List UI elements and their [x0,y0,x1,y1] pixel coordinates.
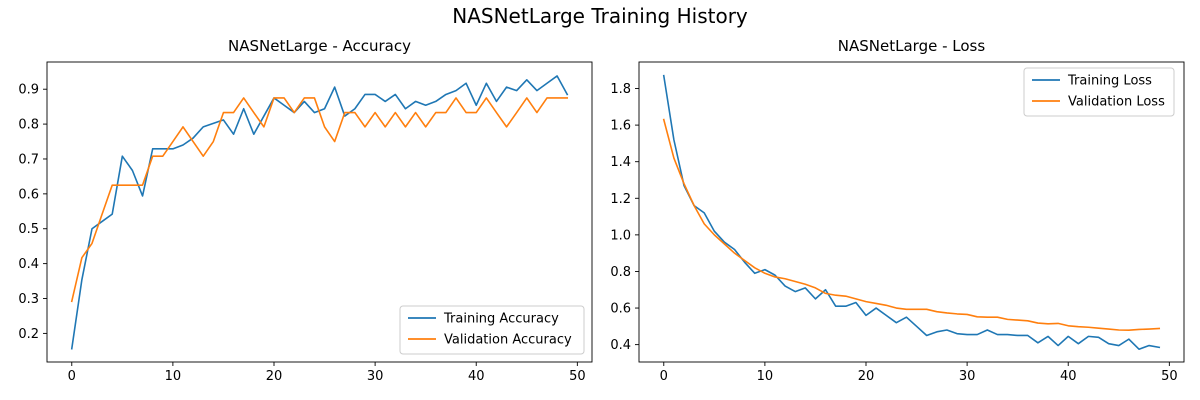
loss-legend-label: Validation Loss [1068,95,1165,110]
accuracy-x-tick-label: 0 [68,369,76,384]
accuracy-y-tick-label: 0.8 [18,118,39,133]
loss-y-tick-label: 1.6 [610,119,631,134]
loss-chart: NASNetLarge - Loss 0 10 20 30 40 50 0.4 0.6 0.8 1… [610,37,1185,384]
accuracy-legend-label: Validation Accuracy [444,333,572,348]
accuracy-plot-frame [46,61,593,363]
accuracy-y-tick-label: 0.6 [18,187,39,202]
loss-x-tick-label: 10 [757,369,774,384]
accuracy-chart: NASNetLarge - Accuracy 0 10 20 30 40 50 0.2 0.3… [18,37,593,384]
loss-legend: Training Loss Validation Loss [1023,67,1175,117]
accuracy-x-tick-label: 50 [569,369,586,384]
accuracy-y-tick-label: 0.3 [18,292,39,307]
loss-plot-frame [638,61,1185,363]
accuracy-y-tick-label: 0.2 [18,327,39,342]
accuracy-x-tick-label: 20 [266,369,283,384]
loss-y-tick-label: 1.0 [610,228,631,243]
loss-x-tick-label: 20 [858,369,875,384]
accuracy-legend-frame [399,305,585,355]
accuracy-x-tick-label: 10 [165,369,182,384]
loss-x-tick-label: 50 [1161,369,1178,384]
accuracy-x-tick-label: 40 [468,369,485,384]
loss-y-tick-label: 1.2 [610,192,631,207]
loss-x-tick-label: 0 [660,369,668,384]
loss-legend-label: Training Loss [1067,74,1152,89]
accuracy-legend: Training Accuracy Validation Accuracy [399,305,585,355]
loss-y-tick-label: 0.6 [610,302,631,317]
loss-y-tick-label: 1.4 [610,155,631,170]
accuracy-y-tick-label: 0.4 [18,257,39,272]
loss-x-tick-label: 30 [959,369,976,384]
accuracy-legend-label: Training Accuracy [443,312,559,327]
accuracy-x-tick-label: 30 [367,369,384,384]
loss-chart-title: NASNetLarge - Loss [838,37,986,55]
accuracy-series-validation-accuracy-line [70,97,569,303]
loss-y-tick-label: 0.8 [610,265,631,280]
loss-x-tick-label: 40 [1060,369,1077,384]
loss-series-validation-loss-line [662,118,1161,331]
accuracy-y-tick-label: 0.7 [18,152,39,167]
loss-y-tick-label: 0.4 [610,338,631,353]
loss-y-tick-label: 1.8 [610,82,631,97]
accuracy-chart-title: NASNetLarge - Accuracy [228,37,411,55]
loss-legend-frame [1023,67,1175,117]
accuracy-y-tick-label: 0.5 [18,222,39,237]
loss-series-training-loss-line [662,74,1161,351]
figure-title: NASNetLarge Training History [452,4,748,28]
accuracy-y-tick-label: 0.9 [18,83,39,98]
